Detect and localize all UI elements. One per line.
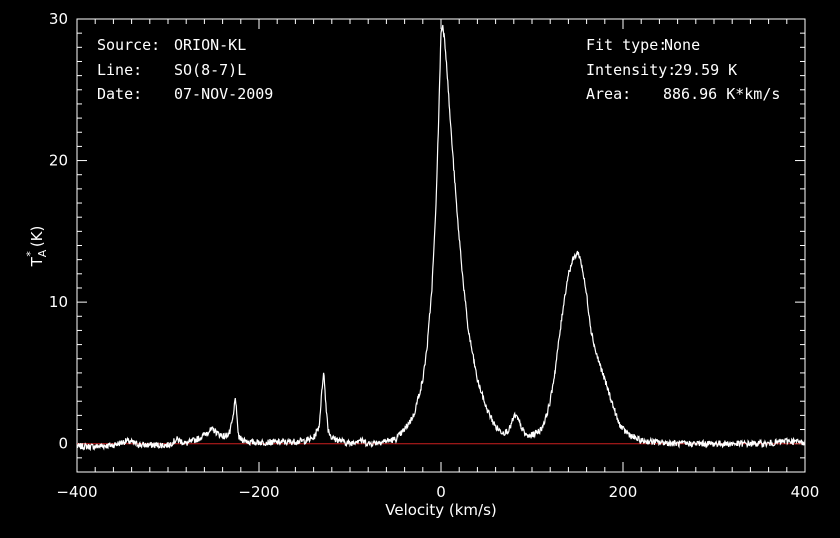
x-tick-label: −400 — [56, 483, 97, 501]
y-tick-label: 0 — [58, 435, 68, 453]
y-tick-label: 30 — [49, 10, 68, 28]
spectrum-series-line — [76, 24, 806, 452]
x-tick-label: 200 — [609, 483, 638, 501]
info-intensity-value: 29.59 K — [674, 61, 737, 79]
info-date-value: 07-NOV-2009 — [174, 85, 273, 103]
x-axis-title: Velocity (km/s) — [385, 501, 496, 519]
x-tick-label: 0 — [436, 483, 446, 501]
y-axis-title: TA* (K) — [24, 226, 49, 268]
y-axis-ticks: 0 10 20 30 — [49, 10, 805, 473]
info-area-key: Area: — [586, 85, 631, 103]
info-right-block: Fit type: None Intensity: 29.59 K Area: … — [586, 36, 780, 103]
info-fit-type-key: Fit type: — [586, 36, 667, 54]
svg-text:TA*(K): TA* (K) — [24, 226, 49, 268]
x-tick-label: −200 — [238, 483, 279, 501]
info-date-key: Date: — [97, 85, 142, 103]
y-tick-label: 10 — [49, 293, 68, 311]
y-axis-title-subscript: A — [36, 249, 49, 257]
info-source-value: ORION-KL — [174, 36, 246, 54]
info-intensity-key: Intensity: — [586, 61, 676, 79]
info-line-value: SO(8-7)L — [174, 61, 246, 79]
y-tick-label: 20 — [49, 152, 68, 170]
y-axis-title-symbol: T — [28, 256, 46, 267]
info-left-block: Source: ORION-KL Line: SO(8-7)L Date: 07… — [97, 36, 273, 103]
info-line-key: Line: — [97, 61, 142, 79]
info-fit-type-value: None — [664, 36, 700, 54]
info-area-value: 886.96 K*km/s — [663, 85, 780, 103]
y-axis-title-superscript: * — [24, 251, 37, 257]
y-axis-title-unit: (K) — [28, 226, 46, 248]
x-axis-ticks: −400 −200 0 200 400 — [56, 19, 819, 501]
info-source-key: Source: — [97, 36, 160, 54]
x-tick-label: 400 — [791, 483, 820, 501]
